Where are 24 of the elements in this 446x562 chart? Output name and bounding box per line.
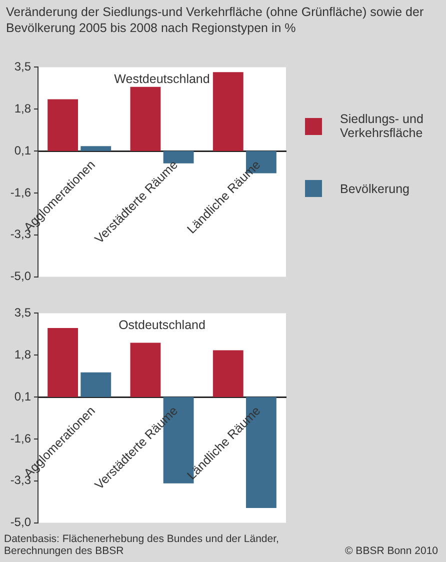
y-tick-label: 3,5: [14, 60, 32, 74]
chart-subtitle: Westdeutschland: [114, 72, 210, 86]
y-tick-label: 0,1: [14, 389, 32, 404]
text: © BBSR Bonn 2010: [345, 545, 438, 557]
y-tick-label: -5,0: [10, 515, 32, 530]
y-tick-label: 3,5: [14, 306, 32, 320]
bar: [130, 342, 161, 398]
bar: [130, 86, 161, 152]
legend-label: Siedlungs- und Verkehrsfläche: [340, 112, 424, 140]
y-tick-label: 1,8: [14, 101, 32, 116]
y-tick-label: 1,8: [14, 347, 32, 362]
bar: [48, 328, 78, 398]
chart-title: Veränderung der Siedlungs-und Verkehrfläche (ohne Grünfläche) sowie der Bevölkerung 2005 bis 2008 nach Regionstypen in %: [6, 4, 425, 36]
bar: [212, 72, 244, 152]
y-tick-label: -5,0: [10, 269, 32, 284]
bar: [80, 372, 112, 398]
bar: [212, 350, 244, 398]
y-tick-label: 0,1: [14, 143, 32, 158]
bar: [80, 146, 112, 152]
chart-subtitle: Ostdeutschland: [118, 318, 206, 332]
bar: [48, 99, 78, 152]
legend-label: Bevölkerung: [340, 182, 410, 196]
text: Datenbasis: Flächenerhebung des Bundes und der Länder, Berechnungen des BBSR: [4, 533, 280, 557]
bar: [163, 151, 194, 164]
